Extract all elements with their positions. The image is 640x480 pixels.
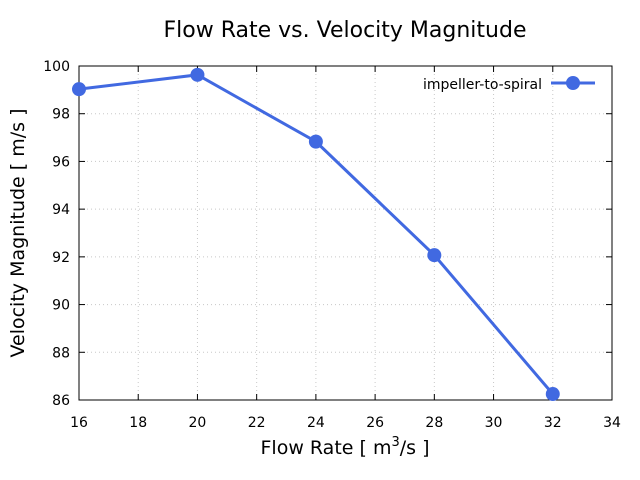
legend-marker	[566, 76, 580, 90]
data-point	[308, 134, 323, 149]
x-tick-label: 16	[70, 415, 88, 431]
legend: impeller-to-spiral	[423, 76, 595, 93]
data-point	[72, 82, 86, 97]
x-axis-label-main: Flow Rate [ m	[260, 437, 391, 459]
y-tick-label: 92	[52, 250, 70, 266]
data-point	[545, 387, 560, 402]
y-tick-label: 88	[52, 345, 70, 361]
x-tick-labels: 16 18 20 22 24 26 28 30 32 34	[70, 415, 621, 431]
x-tick-label: 18	[129, 415, 147, 431]
x-tick-label: 20	[189, 415, 207, 431]
data-point	[190, 67, 205, 82]
x-tick-label: 34	[603, 415, 621, 431]
y-tick-label: 94	[52, 202, 70, 218]
grid-lines	[79, 66, 612, 400]
y-tick-label: 100	[43, 59, 70, 75]
x-tick-label: 28	[425, 415, 443, 431]
y-tick-labels: 86 88 90 92 94 96 98 100	[43, 59, 70, 409]
x-axis-label-tail: /s ]	[400, 437, 430, 459]
chart-title: Flow Rate vs. Velocity Magnitude	[164, 18, 527, 43]
x-tick-label: 24	[307, 415, 325, 431]
legend-label: impeller-to-spiral	[423, 77, 542, 93]
x-axis-label: Flow Rate [ m3/s ]	[260, 435, 429, 459]
x-axis-label-superscript: 3	[391, 435, 399, 450]
x-tick-label: 22	[248, 415, 266, 431]
axis-ticks	[78, 65, 613, 401]
x-tick-label: 32	[544, 415, 562, 431]
x-tick-label: 30	[485, 415, 503, 431]
y-tick-label: 90	[52, 298, 70, 314]
y-tick-label: 98	[52, 107, 70, 123]
x-tick-label: 26	[366, 415, 384, 431]
y-tick-label: 86	[52, 393, 70, 409]
plot-frame	[78, 65, 613, 401]
data-point	[427, 248, 442, 263]
series-layer	[72, 67, 560, 402]
y-tick-label: 96	[52, 154, 70, 170]
y-axis-label: Velocity Magnitude [ m/s ]	[7, 109, 29, 358]
